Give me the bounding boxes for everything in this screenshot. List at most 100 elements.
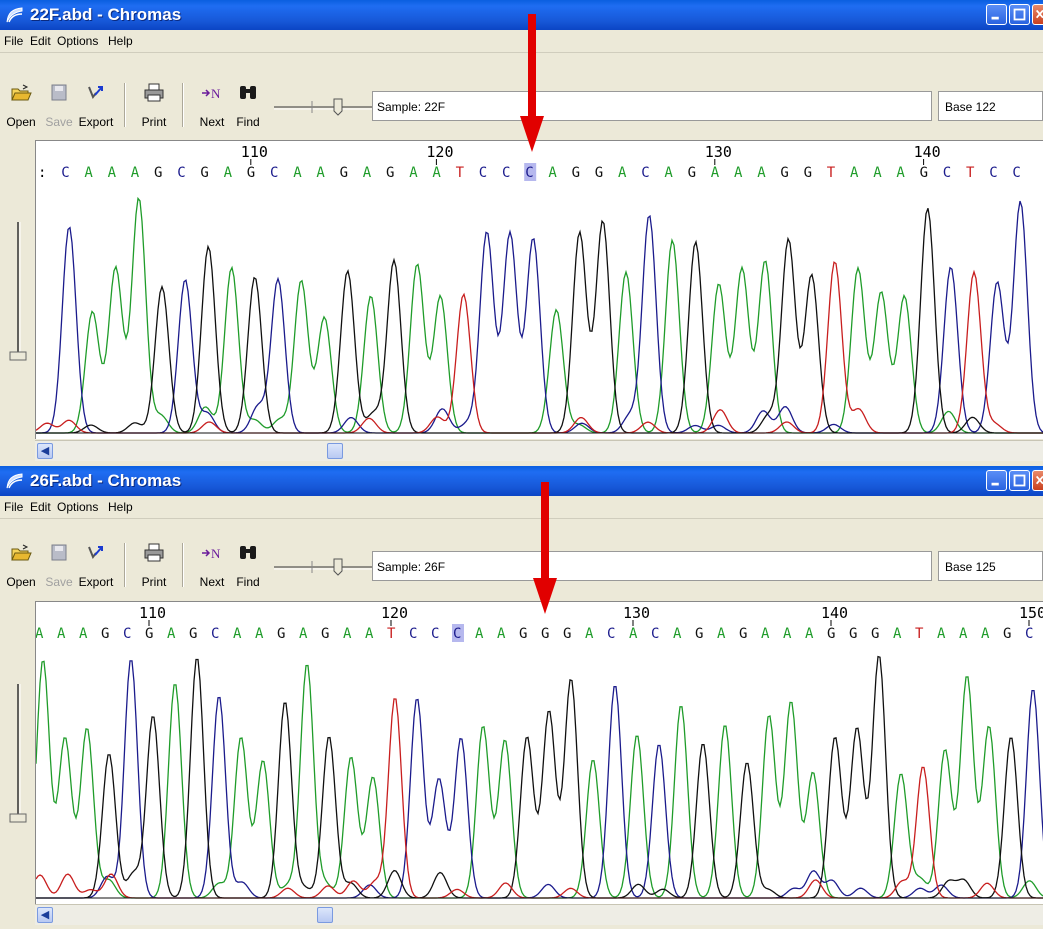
base-call-letter[interactable]: A	[293, 165, 302, 181]
menu-help[interactable]: Help	[108, 34, 133, 48]
base-call-letter[interactable]: A	[432, 165, 441, 181]
maximize-button[interactable]	[1009, 470, 1030, 491]
scroll-left-arrow[interactable]: ◀	[37, 907, 53, 923]
base-call-letter[interactable]: C	[270, 165, 278, 181]
base-call-letter[interactable]: C	[1012, 165, 1020, 181]
base-call-letter[interactable]: A	[783, 626, 792, 642]
base-call-letter[interactable]: A	[108, 165, 117, 181]
scroll-thumb[interactable]	[317, 907, 333, 923]
base-call-letter[interactable]: C	[61, 165, 69, 181]
base-call-letter[interactable]: G	[572, 165, 580, 181]
base-call-letter[interactable]: G	[541, 626, 549, 642]
save-button[interactable]: Save	[40, 81, 78, 129]
base-call-letter[interactable]: A	[57, 626, 66, 642]
base-call-letter[interactable]: A	[79, 626, 88, 642]
base-call-letter[interactable]: G	[780, 165, 788, 181]
base-call-letter[interactable]: G	[849, 626, 857, 642]
base-call-letter[interactable]: C	[502, 165, 510, 181]
base-call-letter[interactable]: A	[757, 165, 766, 181]
base-call-letter[interactable]: A	[893, 626, 902, 642]
base-call-letter[interactable]: A	[365, 626, 374, 642]
print-button[interactable]: Print	[135, 541, 173, 589]
base-call-letter[interactable]: G	[321, 626, 329, 642]
base-call-letter[interactable]: A	[316, 165, 325, 181]
base-call-letter[interactable]: A	[585, 626, 594, 642]
base-call-letter[interactable]: T	[456, 165, 465, 181]
base-call-letter[interactable]: C	[177, 165, 185, 181]
title-bar[interactable]: 26F.abd - Chromas	[0, 466, 1043, 496]
base-call-letter[interactable]: G	[1003, 626, 1011, 642]
save-button[interactable]: Save	[40, 541, 78, 589]
base-call-letter[interactable]: G	[739, 626, 747, 642]
base-call-letter[interactable]: G	[145, 626, 153, 642]
base-call-letter[interactable]: A	[805, 626, 814, 642]
base-call-letter[interactable]: C	[607, 626, 615, 642]
menu-options[interactable]: Options	[57, 500, 99, 514]
base-call-letter[interactable]: G	[595, 165, 603, 181]
base-call-letter[interactable]: C	[989, 165, 997, 181]
base-call-letter[interactable]: G	[247, 165, 255, 181]
base-call-letter[interactable]: A	[734, 165, 743, 181]
base-call-letter[interactable]: G	[200, 165, 208, 181]
zoom-slider[interactable]	[272, 95, 374, 119]
base-call-letter[interactable]: A	[761, 626, 770, 642]
base-call-letter[interactable]: G	[804, 165, 812, 181]
print-button[interactable]: Print	[135, 81, 173, 129]
menu-options[interactable]: Options	[57, 34, 99, 48]
menu-edit[interactable]: Edit	[30, 500, 51, 514]
base-call-letter[interactable]: G	[871, 626, 879, 642]
base-call-letter[interactable]: A	[167, 626, 176, 642]
base-call-letter[interactable]: G	[827, 626, 835, 642]
base-call-letter[interactable]: A	[363, 165, 372, 181]
minimize-button[interactable]	[986, 470, 1007, 491]
maximize-button[interactable]	[1009, 4, 1030, 25]
selected-base-highlight[interactable]	[524, 163, 537, 181]
horizontal-scrollbar[interactable]: ◀	[35, 440, 1043, 461]
base-call-letter[interactable]: A	[343, 626, 352, 642]
base-call-letter[interactable]: A	[618, 165, 627, 181]
base-call-letter[interactable]: C	[651, 626, 659, 642]
selected-base-highlight[interactable]	[452, 624, 464, 642]
base-call-letter[interactable]: A	[850, 165, 859, 181]
base-call-letter[interactable]: A	[711, 165, 720, 181]
base-call-letter[interactable]: G	[340, 165, 348, 181]
minimize-button[interactable]	[986, 4, 1007, 25]
base-call-letter[interactable]: C	[409, 626, 417, 642]
base-call-letter[interactable]: A	[255, 626, 264, 642]
find-button[interactable]: Find	[229, 81, 267, 129]
base-call-letter[interactable]: C	[123, 626, 131, 642]
open-button[interactable]: Open	[2, 81, 40, 129]
base-call-letter[interactable]: G	[920, 165, 928, 181]
base-call-letter[interactable]: C	[211, 626, 219, 642]
chromatogram-panel[interactable]: 110 120 130 140: C A A A G C G A G C A A G A G A A T C C C A G G A C A…	[35, 140, 1043, 439]
horizontal-scrollbar[interactable]: ◀	[35, 904, 1043, 925]
base-call-letter[interactable]: G	[101, 626, 109, 642]
base-call-letter[interactable]: C	[453, 626, 461, 642]
close-button[interactable]	[1032, 4, 1043, 25]
base-call-letter[interactable]: G	[154, 165, 162, 181]
base-call-letter[interactable]: C	[525, 165, 533, 181]
base-call-letter[interactable]: T	[966, 165, 975, 181]
base-call-letter[interactable]: A	[664, 165, 673, 181]
base-call-letter[interactable]: T	[827, 165, 836, 181]
base-call-letter[interactable]: A	[131, 165, 140, 181]
chromatogram-panel[interactable]: 110 120 130 140 150 A A A G C G A G C A A G A G A A T C C C A A G G G…	[35, 601, 1043, 904]
base-call-letter[interactable]: C	[641, 165, 649, 181]
next-button[interactable]: N Next	[193, 541, 231, 589]
scroll-left-arrow[interactable]: ◀	[37, 443, 53, 459]
close-button[interactable]	[1032, 470, 1043, 491]
base-call-letter[interactable]: A	[548, 165, 557, 181]
menu-edit[interactable]: Edit	[30, 34, 51, 48]
base-call-letter[interactable]: A	[673, 626, 682, 642]
base-call-letter[interactable]: G	[563, 626, 571, 642]
base-call-letter[interactable]: A	[475, 626, 484, 642]
base-call-letter[interactable]: C	[1025, 626, 1033, 642]
menu-file[interactable]: File	[4, 34, 24, 48]
find-button[interactable]: Find	[229, 541, 267, 589]
base-call-letter[interactable]: G	[688, 165, 696, 181]
base-call-letter[interactable]: A	[409, 165, 418, 181]
base-call-letter[interactable]: A	[224, 165, 233, 181]
export-button[interactable]: Export	[77, 541, 115, 589]
base-call-letter[interactable]: A	[717, 626, 726, 642]
vertical-scale-slider[interactable]	[6, 144, 30, 436]
